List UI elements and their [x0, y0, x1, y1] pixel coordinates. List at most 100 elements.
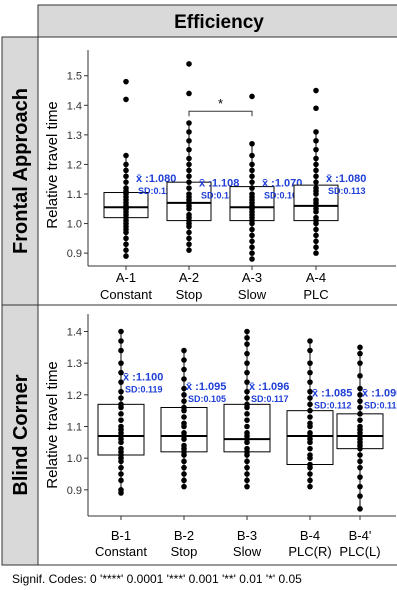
data-point — [118, 411, 124, 417]
x-category-name: Constant — [100, 287, 152, 302]
data-point — [313, 214, 319, 221]
mean-annotation: x̄ :1.085 — [312, 387, 352, 399]
x-category-name: PLC(L) — [339, 544, 380, 559]
data-point — [313, 155, 319, 162]
data-point — [181, 347, 187, 354]
facet-strip-frontal — [1, 36, 39, 306]
data-point — [181, 385, 187, 392]
data-point — [357, 474, 363, 480]
x-category-name: PLC — [303, 287, 328, 302]
data-point — [307, 471, 313, 477]
data-point — [249, 93, 255, 100]
data-point — [186, 129, 192, 135]
data-point — [357, 373, 363, 379]
y-axis-title-frontal: Relative travel time — [44, 101, 61, 229]
panel-frame-frontal — [37, 36, 397, 306]
data-point — [118, 445, 124, 452]
data-point — [123, 152, 129, 159]
data-point — [181, 376, 187, 382]
data-point — [313, 137, 319, 144]
data-point — [313, 179, 319, 185]
sd-annotation: SD:0.102 — [264, 191, 302, 201]
data-point — [118, 379, 124, 385]
x-category-code: A-3 — [242, 270, 262, 285]
data-point — [244, 464, 250, 471]
data-point — [357, 411, 363, 417]
data-point — [123, 179, 129, 185]
data-point — [123, 161, 129, 168]
data-point — [357, 417, 363, 423]
data-point — [186, 167, 192, 174]
data-point — [357, 483, 363, 490]
data-point — [118, 464, 124, 471]
data-point — [307, 452, 313, 458]
x-category-name: Slow — [238, 287, 267, 302]
data-point — [357, 350, 363, 357]
data-point — [249, 167, 255, 174]
data-point — [186, 241, 192, 248]
data-point — [307, 430, 313, 436]
x-category-code: B-1 — [111, 528, 131, 543]
data-point — [118, 423, 124, 430]
data-point — [313, 238, 319, 245]
data-point — [249, 226, 255, 233]
data-point — [313, 167, 319, 174]
data-point — [244, 445, 250, 452]
sd-annotation: SD:0.113 — [328, 186, 366, 196]
x-category-code: B-4' — [349, 528, 372, 543]
data-point — [244, 411, 250, 417]
x-category-name: Constant — [95, 544, 147, 559]
data-point — [186, 90, 192, 97]
mean-annotation: x̄ :1.096 — [249, 381, 289, 393]
y-tick-label: 1.5 — [67, 71, 82, 83]
data-point — [313, 197, 319, 203]
data-point — [357, 506, 363, 512]
data-point — [307, 401, 313, 408]
data-point — [186, 179, 192, 185]
x-category-name: Stop — [171, 544, 198, 559]
data-point — [249, 161, 255, 168]
data-point — [186, 161, 192, 168]
sd-annotation: SD:0.132 — [201, 191, 239, 201]
facet-strip-blind — [1, 304, 39, 566]
data-point — [244, 360, 250, 366]
y-tick-label: 1.1 — [67, 422, 82, 434]
x-category-code: B-2 — [174, 528, 194, 543]
data-point — [186, 155, 192, 162]
sd-annotation: SD:0.105 — [188, 394, 226, 404]
data-point — [181, 414, 187, 420]
data-point — [181, 483, 187, 490]
data-point — [307, 395, 313, 401]
x-category-name: PLC(R) — [288, 544, 331, 559]
y-tick-label: 1.4 — [67, 327, 82, 339]
data-point — [313, 105, 319, 112]
mean-annotation: x̄ :1.080 — [326, 173, 366, 185]
data-point — [123, 173, 129, 180]
data-point — [244, 369, 250, 376]
data-point — [307, 347, 313, 354]
facet-label-frontal: Frontal Approach — [10, 88, 32, 254]
strip-title: Efficiency — [174, 12, 264, 33]
mean-annotation: x̄ :1.070 — [262, 178, 302, 190]
data-point — [307, 483, 313, 490]
data-point — [123, 78, 129, 85]
data-point — [118, 388, 124, 395]
significance-label: * — [218, 96, 223, 111]
data-point — [181, 398, 187, 404]
data-point — [313, 232, 319, 239]
y-tick-label: 1.2 — [67, 159, 82, 171]
data-point — [313, 161, 319, 168]
data-point — [181, 464, 187, 471]
data-point — [307, 420, 313, 427]
data-point — [123, 247, 129, 253]
data-point — [186, 191, 192, 197]
data-point — [307, 461, 313, 468]
data-point — [313, 173, 319, 180]
y-tick-label: 1.3 — [67, 358, 82, 370]
data-point — [118, 401, 124, 408]
mean-annotation: x̄ :1.108 — [199, 178, 239, 190]
y-axis-title-blind: Relative travel time — [44, 361, 61, 489]
data-point — [244, 458, 250, 465]
data-point — [249, 244, 255, 251]
data-point — [357, 464, 363, 471]
